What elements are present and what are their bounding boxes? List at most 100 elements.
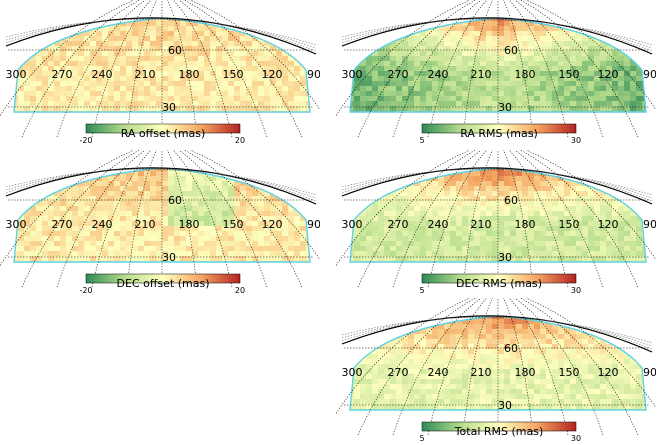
heatmap-cell [528, 46, 534, 51]
heatmap-cell [240, 206, 246, 211]
heatmap-cell [66, 76, 72, 81]
heatmap-cell [516, 66, 522, 71]
heatmap-cell [438, 46, 444, 51]
heatmap-cell [162, 36, 168, 41]
heatmap-cell [300, 86, 306, 91]
heatmap-cell [600, 241, 606, 246]
heatmap-cell [294, 21, 300, 26]
heatmap-cell [408, 339, 414, 344]
heatmap-cell [486, 329, 492, 334]
heatmap-cell [246, 246, 252, 251]
heatmap-cell [444, 236, 450, 241]
heatmap-cell [636, 21, 642, 26]
heatmap-cell [426, 81, 432, 86]
heatmap-cell [384, 226, 390, 231]
heatmap-cell [126, 206, 132, 211]
heatmap-cell [498, 56, 504, 61]
heatmap-cell [132, 181, 138, 186]
heatmap-cell [642, 96, 646, 101]
heatmap-cell [480, 246, 486, 251]
heatmap-cell [282, 221, 288, 226]
heatmap-cell [156, 76, 162, 81]
heatmap-cell [180, 26, 186, 31]
heatmap-cell [234, 201, 240, 206]
heatmap-cell [534, 106, 540, 111]
heatmap-cell [462, 329, 468, 334]
heatmap-cell [474, 241, 480, 246]
heatmap-cell [468, 106, 474, 111]
heatmap-cell [216, 36, 222, 41]
heatmap-cell [624, 61, 630, 66]
heatmap-cell [414, 236, 420, 241]
heatmap-cell [612, 256, 618, 261]
heatmap-cell [294, 26, 300, 31]
heatmap-cell [414, 101, 420, 106]
heatmap-cell [174, 101, 180, 106]
heatmap-cell [480, 216, 486, 221]
heatmap-cell [414, 344, 420, 349]
heatmap-cell [132, 236, 138, 241]
heatmap-cell [186, 66, 192, 71]
heatmap-cell [240, 201, 246, 206]
heatmap-cell [504, 41, 510, 46]
heatmap-cell [30, 216, 36, 221]
heatmap-cell [366, 374, 372, 379]
heatmap-cell [492, 186, 498, 191]
heatmap-cell [606, 384, 612, 389]
heatmap-cell [492, 319, 498, 324]
heatmap-cell [564, 46, 570, 51]
heatmap-cell [594, 374, 600, 379]
heatmap-cell [558, 349, 564, 354]
heatmap-cell [480, 41, 486, 46]
heatmap-cell [558, 221, 564, 226]
heatmap-cell [600, 18, 606, 21]
heatmap-cell [612, 181, 618, 186]
heatmap-cell [456, 26, 462, 31]
heatmap-cell [624, 56, 630, 61]
heatmap-cell [528, 236, 534, 241]
heatmap-cell [462, 369, 468, 374]
heatmap-cell [186, 81, 192, 86]
heatmap-cell [450, 241, 456, 246]
heatmap-cell [306, 251, 310, 256]
heatmap-cell [600, 379, 606, 384]
heatmap-cell [162, 71, 168, 76]
heatmap-cell [450, 226, 456, 231]
heatmap-cell [528, 231, 534, 236]
heatmap-cell [618, 226, 624, 231]
heatmap-cell [378, 226, 384, 231]
heatmap-cell [72, 56, 78, 61]
heatmap-cell [402, 101, 408, 106]
heatmap-cell [450, 374, 456, 379]
heatmap-cell [168, 81, 174, 86]
heatmap-cell [450, 256, 456, 261]
heatmap-cell [222, 181, 228, 186]
heatmap-cell [498, 81, 504, 86]
heatmap-cell [534, 349, 540, 354]
heatmap-cell [504, 339, 510, 344]
heatmap-cell [24, 66, 30, 71]
heatmap-cell [42, 56, 48, 61]
heatmap-cell [600, 389, 606, 394]
heatmap-cell [252, 46, 258, 51]
heatmap-cell [228, 201, 234, 206]
heatmap-cell [456, 96, 462, 101]
heatmap-cell [222, 36, 228, 41]
heatmap-cell [612, 216, 618, 221]
ra-tick-label: 120 [598, 218, 619, 231]
heatmap-cell [468, 101, 474, 106]
heatmap-cell [114, 36, 120, 41]
heatmap-cell [114, 106, 120, 111]
heatmap-cell [228, 46, 234, 51]
heatmap-cell [60, 206, 66, 211]
heatmap-cell [522, 191, 528, 196]
heatmap-cell [168, 216, 174, 221]
heatmap-cell [24, 211, 30, 216]
heatmap-cell [300, 201, 306, 206]
heatmap-cell [264, 46, 270, 51]
heatmap-cell [618, 246, 624, 251]
heatmap-cell [528, 334, 534, 339]
heatmap-cell [486, 46, 492, 51]
heatmap-cell [492, 359, 498, 364]
heatmap-cell [360, 171, 366, 176]
